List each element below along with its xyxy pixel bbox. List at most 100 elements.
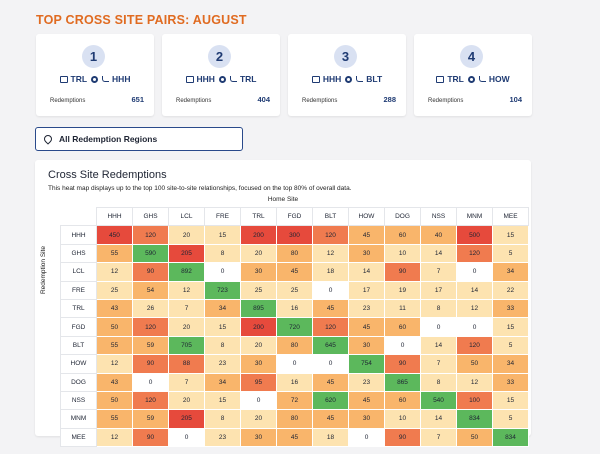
- heatmap-cell[interactable]: 23: [204, 427, 241, 448]
- heatmap-cell[interactable]: 40: [420, 225, 457, 245]
- heatmap-cell[interactable]: 834: [456, 409, 493, 429]
- heatmap-cell[interactable]: 59: [132, 335, 169, 356]
- heatmap-cell[interactable]: 33: [492, 298, 529, 319]
- heatmap-cell[interactable]: 34: [492, 262, 529, 282]
- heatmap-cell[interactable]: 15: [492, 225, 529, 245]
- heatmap-cell[interactable]: 17: [420, 280, 457, 300]
- heatmap-cell[interactable]: 90: [384, 262, 421, 282]
- heatmap-cell[interactable]: 20: [168, 225, 205, 245]
- heatmap-cell[interactable]: 0: [132, 372, 169, 392]
- heatmap-cell[interactable]: 72: [276, 390, 313, 411]
- heatmap-cell[interactable]: 30: [240, 262, 277, 282]
- heatmap-cell[interactable]: 7: [420, 354, 457, 374]
- heatmap-cell[interactable]: 60: [384, 390, 421, 411]
- heatmap-cell[interactable]: 34: [204, 372, 241, 392]
- heatmap-cell[interactable]: 14: [420, 335, 457, 356]
- heatmap-cell[interactable]: 15: [492, 390, 529, 411]
- heatmap-cell[interactable]: 30: [348, 335, 385, 356]
- heatmap-cell[interactable]: 30: [240, 354, 277, 374]
- heatmap-cell[interactable]: 0: [348, 427, 385, 448]
- heatmap-cell[interactable]: 14: [456, 280, 493, 300]
- heatmap-cell[interactable]: 90: [132, 262, 169, 282]
- heatmap-cell[interactable]: 60: [384, 317, 421, 337]
- heatmap-cell[interactable]: 120: [132, 317, 169, 337]
- heatmap-cell[interactable]: 10: [384, 409, 421, 429]
- heatmap-cell[interactable]: 30: [348, 409, 385, 429]
- heatmap-cell[interactable]: 540: [420, 390, 457, 411]
- heatmap-cell[interactable]: 0: [384, 335, 421, 356]
- heatmap-cell[interactable]: 16: [276, 298, 313, 319]
- heatmap-cell[interactable]: 120: [132, 390, 169, 411]
- heatmap-cell[interactable]: 90: [384, 427, 421, 448]
- heatmap-cell[interactable]: 50: [96, 317, 133, 337]
- heatmap-cell[interactable]: 100: [456, 390, 493, 411]
- heatmap-cell[interactable]: 55: [96, 335, 133, 356]
- heatmap-cell[interactable]: 15: [492, 317, 529, 337]
- heatmap-cell[interactable]: 0: [204, 262, 241, 282]
- heatmap-cell[interactable]: 0: [312, 354, 349, 374]
- heatmap-cell[interactable]: 0: [240, 390, 277, 411]
- heatmap-cell[interactable]: 20: [240, 243, 277, 264]
- heatmap-cell[interactable]: 34: [492, 354, 529, 374]
- heatmap-cell[interactable]: 20: [168, 390, 205, 411]
- heatmap-cell[interactable]: 23: [348, 298, 385, 319]
- heatmap-cell[interactable]: 95: [240, 372, 277, 392]
- heatmap-cell[interactable]: 0: [456, 262, 493, 282]
- heatmap-cell[interactable]: 450: [96, 225, 133, 245]
- heatmap-cell[interactable]: 45: [312, 298, 349, 319]
- heatmap-cell[interactable]: 12: [96, 354, 133, 374]
- heatmap-cell[interactable]: 8: [420, 298, 457, 319]
- heatmap-cell[interactable]: 90: [132, 354, 169, 374]
- heatmap-cell[interactable]: 23: [204, 354, 241, 374]
- pair-card-2[interactable]: 2 HHH TRL Redemptions 404: [162, 34, 280, 116]
- heatmap-cell[interactable]: 0: [456, 317, 493, 337]
- heatmap-cell[interactable]: 620: [312, 390, 349, 411]
- heatmap-cell[interactable]: 0: [420, 317, 457, 337]
- heatmap-cell[interactable]: 55: [96, 243, 133, 264]
- heatmap-cell[interactable]: 60: [384, 225, 421, 245]
- heatmap-cell[interactable]: 80: [276, 243, 313, 264]
- heatmap-cell[interactable]: 12: [96, 427, 133, 448]
- heatmap-cell[interactable]: 12: [96, 262, 133, 282]
- region-filter-select[interactable]: All Redemption Regions: [35, 127, 243, 151]
- heatmap-cell[interactable]: 8: [204, 335, 241, 356]
- heatmap-cell[interactable]: 8: [420, 372, 457, 392]
- heatmap-cell[interactable]: 15: [204, 317, 241, 337]
- heatmap-cell[interactable]: 12: [168, 280, 205, 300]
- heatmap-cell[interactable]: 5: [492, 409, 529, 429]
- heatmap-cell[interactable]: 120: [456, 335, 493, 356]
- heatmap-cell[interactable]: 895: [240, 298, 277, 319]
- heatmap-cell[interactable]: 7: [420, 427, 457, 448]
- heatmap-cell[interactable]: 45: [276, 262, 313, 282]
- heatmap-cell[interactable]: 45: [312, 372, 349, 392]
- heatmap-cell[interactable]: 26: [132, 298, 169, 319]
- heatmap-cell[interactable]: 43: [96, 298, 133, 319]
- heatmap-cell[interactable]: 20: [240, 409, 277, 429]
- heatmap-cell[interactable]: 7: [168, 372, 205, 392]
- heatmap-cell[interactable]: 200: [240, 317, 277, 337]
- heatmap-cell[interactable]: 120: [456, 243, 493, 264]
- heatmap-cell[interactable]: 50: [96, 390, 133, 411]
- pair-card-3[interactable]: 3 HHH BLT Redemptions 288: [288, 34, 406, 116]
- heatmap-cell[interactable]: 20: [240, 335, 277, 356]
- heatmap-cell[interactable]: 11: [384, 298, 421, 319]
- heatmap-cell[interactable]: 90: [132, 427, 169, 448]
- heatmap-cell[interactable]: 33: [492, 372, 529, 392]
- heatmap-cell[interactable]: 723: [204, 280, 241, 300]
- heatmap-cell[interactable]: 120: [132, 225, 169, 245]
- heatmap-cell[interactable]: 34: [204, 298, 241, 319]
- heatmap-cell[interactable]: 45: [348, 390, 385, 411]
- pair-card-4[interactable]: 4 TRL HOW Redemptions 104: [414, 34, 532, 116]
- heatmap-cell[interactable]: 5: [492, 335, 529, 356]
- heatmap-cell[interactable]: 10: [384, 243, 421, 264]
- heatmap-cell[interactable]: 19: [384, 280, 421, 300]
- heatmap-cell[interactable]: 0: [276, 354, 313, 374]
- heatmap-cell[interactable]: 54: [132, 280, 169, 300]
- heatmap-cell[interactable]: 590: [132, 243, 169, 264]
- heatmap-cell[interactable]: 0: [168, 427, 205, 448]
- heatmap-cell[interactable]: 205: [168, 243, 205, 264]
- heatmap-cell[interactable]: 8: [204, 243, 241, 264]
- heatmap-cell[interactable]: 705: [168, 335, 205, 356]
- pair-card-1[interactable]: 1 TRL HHH Redemptions 651: [36, 34, 154, 116]
- heatmap-cell[interactable]: 55: [96, 409, 133, 429]
